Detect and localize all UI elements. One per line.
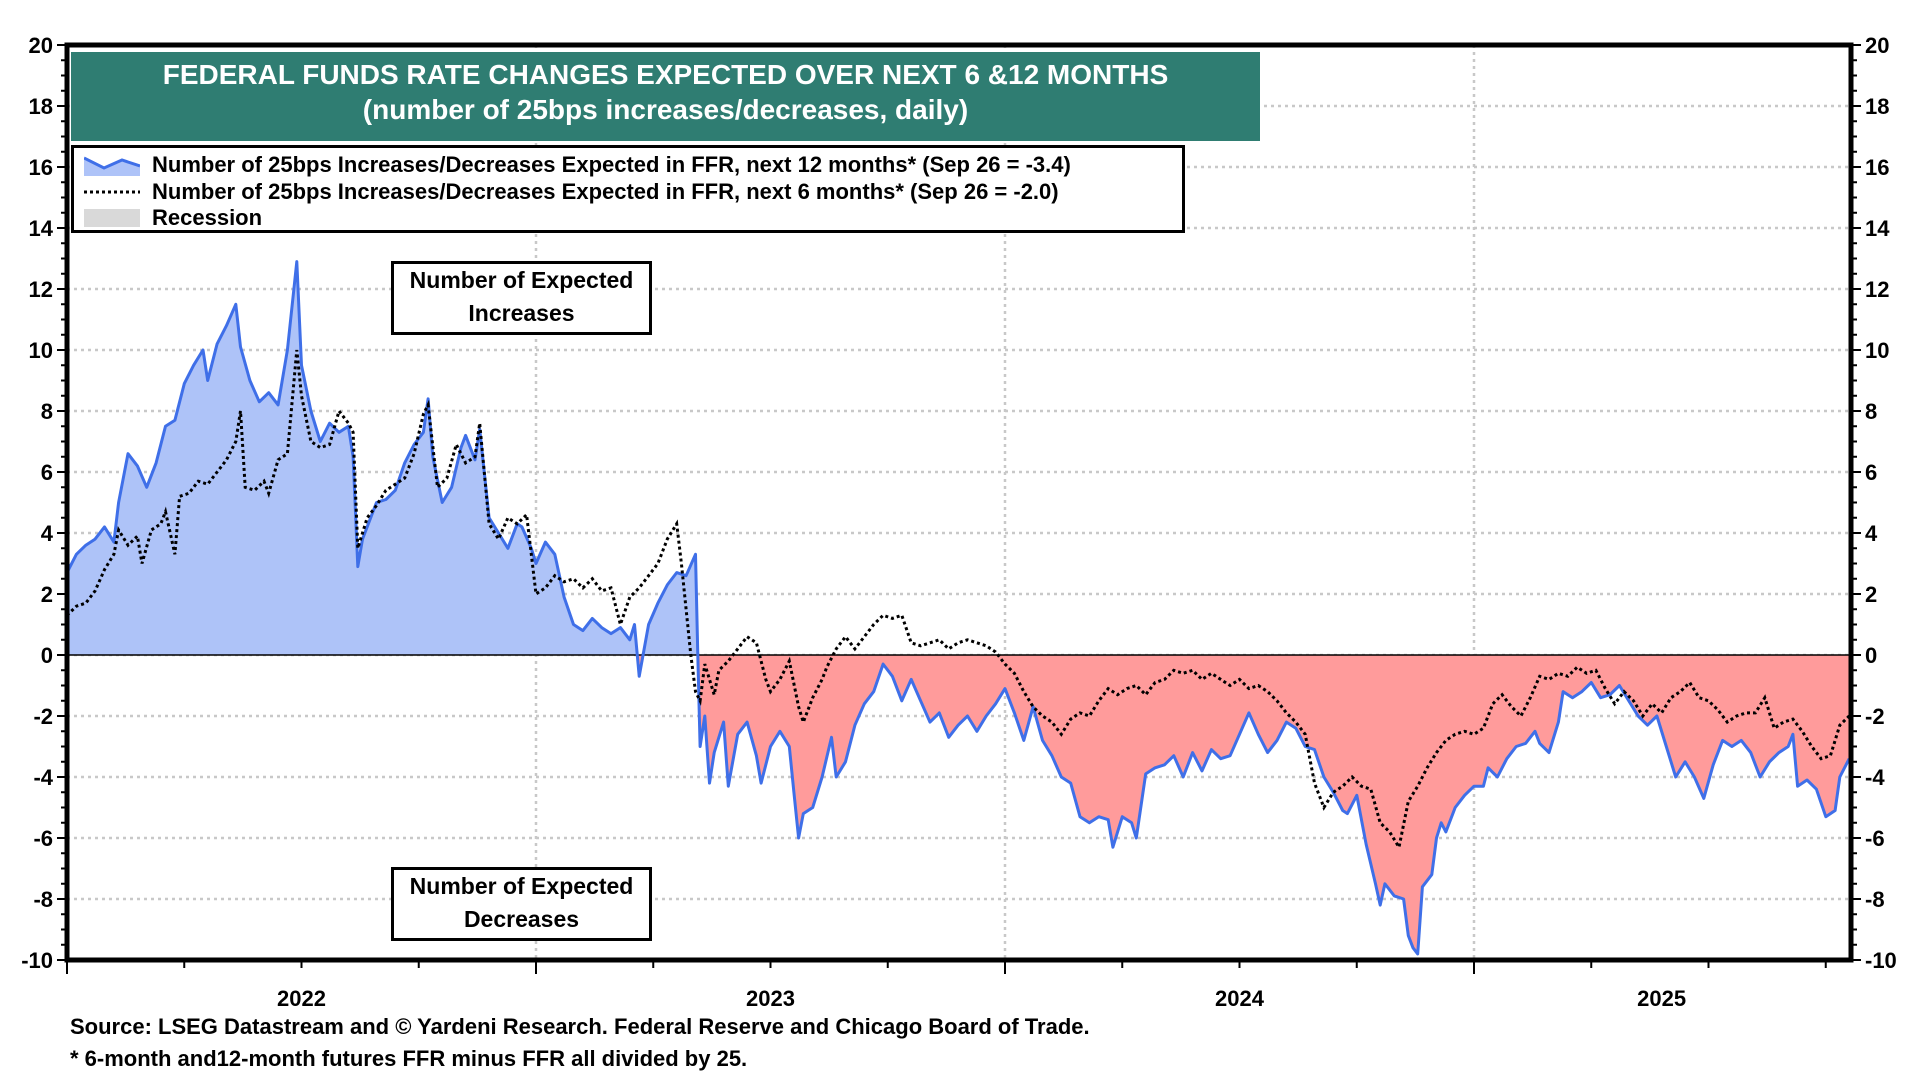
y-tick-label-right: 8 xyxy=(1865,399,1877,424)
y-tick-label-right: 10 xyxy=(1865,338,1889,363)
y-tick-label-right: 6 xyxy=(1865,460,1877,485)
legend-label-recession: Recession xyxy=(152,205,263,230)
y-tick-label-right: 4 xyxy=(1865,521,1878,546)
x-tick-label: 2022 xyxy=(277,986,326,1011)
footnote: * 6-month and12-month futures FFR minus … xyxy=(70,1046,748,1071)
legend-swatch-6m-icon xyxy=(84,181,140,203)
series-lines xyxy=(65,260,1851,956)
x-axis: 2022 2023 2024 2025 xyxy=(66,960,1827,1011)
area-positive-12m xyxy=(67,261,1850,655)
y-tick-label-left: 14 xyxy=(29,216,54,241)
y-tick-label-left: -6 xyxy=(33,826,53,851)
y-tick-label-right: 20 xyxy=(1865,33,1889,58)
series-area xyxy=(67,261,1850,954)
y-tick-label-left: 12 xyxy=(29,277,53,302)
series-line-12m xyxy=(65,260,1851,956)
area-negative-12m xyxy=(67,655,1850,954)
x-tick-label: 2024 xyxy=(1215,986,1265,1011)
legend-label-12m: Number of 25bps Increases/Decreases Expe… xyxy=(152,152,1071,177)
y-tick-label-left: 0 xyxy=(41,643,53,668)
legend: Number of 25bps Increases/Decreases Expe… xyxy=(71,145,1185,233)
y-tick-label-right: -2 xyxy=(1865,704,1885,729)
annotation-increases-line2: Increases xyxy=(468,300,575,326)
annotation-increases-line1: Number of Expected xyxy=(409,267,634,293)
legend-item-6m: Number of 25bps Increases/Decreases Expe… xyxy=(84,179,1059,205)
y-tick-label-left: 16 xyxy=(29,155,53,180)
annotation-decreases: Number of Expected Decreases xyxy=(391,867,652,941)
legend-swatch-12m-icon xyxy=(83,154,141,176)
y-tick-label-left: -10 xyxy=(21,948,53,973)
y-tick-label-left: 8 xyxy=(41,399,53,424)
y-tick-label-right: -10 xyxy=(1865,948,1897,973)
y-tick-label-left: 4 xyxy=(41,521,54,546)
y-tick-label-left: -2 xyxy=(33,704,53,729)
y-tick-label-left: 2 xyxy=(41,582,53,607)
y-tick-label-left: 10 xyxy=(29,338,53,363)
y-tick-label-right: -6 xyxy=(1865,826,1885,851)
chart-title: FEDERAL FUNDS RATE CHANGES EXPECTED OVER… xyxy=(162,59,1169,90)
chart-title-box: FEDERAL FUNDS RATE CHANGES EXPECTED OVER… xyxy=(71,52,1260,141)
annotation-decreases-line1: Number of Expected xyxy=(409,873,634,899)
y-tick-label-right: 2 xyxy=(1865,582,1877,607)
x-tick-label: 2025 xyxy=(1637,986,1686,1011)
legend-item-recession: Recession xyxy=(84,205,262,231)
y-tick-label-left: 20 xyxy=(29,33,53,58)
legend-swatch-recession-icon xyxy=(84,207,140,229)
annotation-decreases-line2: Decreases xyxy=(463,906,580,932)
y-tick-label-right: -4 xyxy=(1865,765,1885,790)
y-tick-label-left: -8 xyxy=(33,887,53,912)
source-note: Source: LSEG Datastream and © Yardeni Re… xyxy=(70,1014,1090,1039)
y-tick-label-right: 0 xyxy=(1865,643,1877,668)
y-tick-label-right: 16 xyxy=(1865,155,1889,180)
chart-subtitle: (number of 25bps increases/decreases, da… xyxy=(362,94,969,125)
y-tick-label-right: 14 xyxy=(1865,216,1890,241)
y-tick-label-right: -8 xyxy=(1865,887,1885,912)
y-tick-label-right: 12 xyxy=(1865,277,1889,302)
annotation-increases: Number of Expected Increases xyxy=(391,261,652,335)
y-tick-label-left: -4 xyxy=(33,765,53,790)
legend-label-6m: Number of 25bps Increases/Decreases Expe… xyxy=(152,179,1059,204)
x-tick-label: 2023 xyxy=(746,986,795,1011)
y-tick-label-left: 6 xyxy=(41,460,53,485)
legend-item-12m: Number of 25bps Increases/Decreases Expe… xyxy=(83,152,1071,178)
y-tick-label-left: 18 xyxy=(29,94,53,119)
y-tick-label-right: 18 xyxy=(1865,94,1889,119)
